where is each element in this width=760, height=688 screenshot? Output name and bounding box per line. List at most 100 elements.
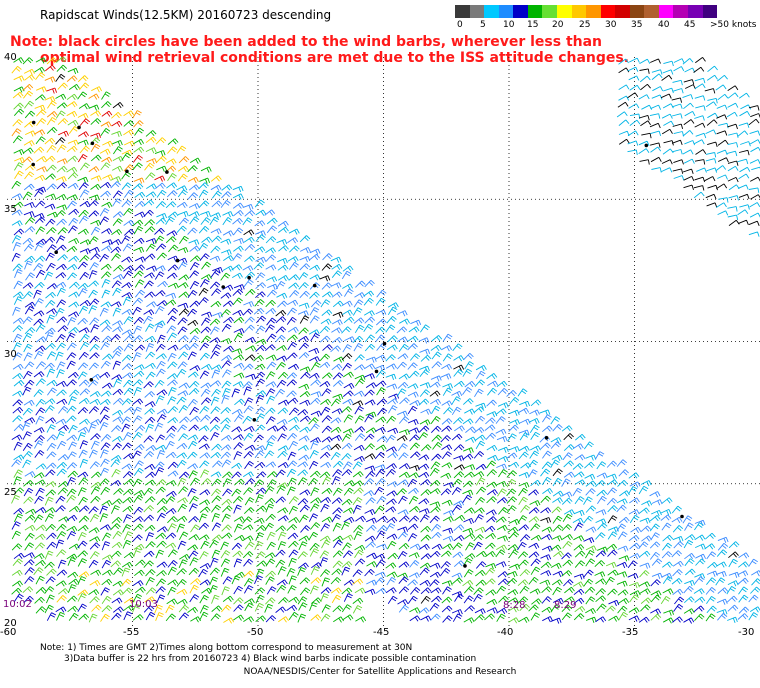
wind-barb xyxy=(319,381,331,388)
wind-barb xyxy=(520,504,531,513)
wind-barb xyxy=(441,499,453,506)
wind-barb xyxy=(309,585,319,595)
wind-barb xyxy=(79,271,90,280)
wind-barb xyxy=(189,245,201,252)
wind-barb xyxy=(737,158,749,165)
wind-barb xyxy=(24,171,35,180)
wind-barb xyxy=(298,435,310,442)
wind-barb xyxy=(165,480,177,487)
wind-barb xyxy=(23,496,34,504)
wind-barb xyxy=(133,177,145,184)
wind-barb xyxy=(121,578,132,587)
wind-barb xyxy=(495,408,507,415)
wind-barb xyxy=(475,561,487,569)
wind-barb xyxy=(79,333,90,342)
wind-barb xyxy=(154,604,163,614)
wind-barb xyxy=(585,558,596,567)
wind-barb xyxy=(46,568,57,576)
wind-barb xyxy=(341,521,351,531)
wind-barb xyxy=(221,191,232,199)
wind-barb xyxy=(177,497,188,504)
wind-barb xyxy=(23,90,34,99)
wind-barb xyxy=(441,580,453,587)
wind-barb xyxy=(179,416,190,424)
wind-barb xyxy=(144,335,156,342)
wind-barb xyxy=(330,282,342,289)
wind-barb xyxy=(156,165,168,172)
wind-barb xyxy=(123,228,135,236)
wind-barb xyxy=(23,68,35,76)
wind-barb xyxy=(12,390,24,397)
wind-barb xyxy=(99,478,110,486)
wind-map[interactable]: 40 35 30 25 20 10:02 10:03 8:28 8:29 xyxy=(3,52,760,629)
wind-barb xyxy=(464,553,476,560)
wind-barb xyxy=(145,243,156,252)
wind-barb xyxy=(651,509,662,517)
wind-barb xyxy=(243,236,255,243)
wind-barb xyxy=(66,93,78,100)
wind-barb xyxy=(497,402,509,409)
wind-barb xyxy=(683,184,694,191)
wind-barb xyxy=(245,373,256,380)
wind-barb xyxy=(650,104,662,110)
wind-barb xyxy=(583,441,594,450)
wind-barb xyxy=(342,614,354,621)
wind-barb xyxy=(341,566,351,576)
wind-barb xyxy=(232,217,243,225)
wind-barb xyxy=(288,517,300,524)
wind-barb xyxy=(167,264,179,272)
wind-barb xyxy=(265,441,274,451)
wind-barb xyxy=(123,129,135,136)
wind-barb xyxy=(57,325,69,333)
wind-barb xyxy=(694,576,705,584)
wind-barb xyxy=(352,307,363,316)
wind-barb xyxy=(12,558,23,566)
wind-barb xyxy=(474,614,485,622)
wind-barb xyxy=(66,75,78,82)
wind-barb xyxy=(419,514,430,523)
wind-barb xyxy=(342,550,354,558)
wind-barb xyxy=(563,579,574,587)
quality-circle xyxy=(312,283,317,288)
wind-barb xyxy=(649,142,661,148)
wind-barb xyxy=(517,515,528,524)
wind-barb xyxy=(540,468,551,477)
wind-barb xyxy=(45,469,56,477)
wind-barb xyxy=(475,440,486,450)
wind-barb xyxy=(101,595,112,604)
wind-barb xyxy=(122,539,132,549)
wind-barb xyxy=(442,383,454,390)
wind-barb xyxy=(66,415,77,423)
wind-barb xyxy=(244,444,256,451)
wind-barb xyxy=(672,88,684,94)
wind-barb xyxy=(133,146,145,153)
colorbar-swatch xyxy=(484,5,499,18)
wind-barb xyxy=(187,351,197,361)
wind-barb xyxy=(231,408,243,416)
wind-barb xyxy=(90,486,101,495)
wind-barb xyxy=(155,549,165,559)
wind-barb xyxy=(660,93,672,99)
wind-barb xyxy=(639,550,651,558)
wind-barb xyxy=(46,57,58,65)
wind-barb xyxy=(123,387,134,396)
wind-barb xyxy=(442,333,453,342)
wind-barb xyxy=(210,396,220,406)
wind-barb xyxy=(441,345,452,352)
wind-barb xyxy=(453,417,464,425)
wind-barb xyxy=(429,501,441,508)
wind-barb xyxy=(90,471,102,479)
wind-barb xyxy=(198,182,209,190)
wind-barb xyxy=(223,345,234,352)
wind-barb xyxy=(508,617,520,624)
wind-barb xyxy=(519,418,531,425)
wind-barb xyxy=(99,371,111,379)
wind-barb xyxy=(407,405,418,415)
wind-barb xyxy=(89,398,101,406)
wind-barb xyxy=(68,612,79,621)
wind-barb xyxy=(211,522,222,531)
wind-barb xyxy=(233,614,244,621)
wind-barb xyxy=(298,535,310,542)
wind-barb xyxy=(89,343,100,352)
wind-barb xyxy=(155,532,167,540)
